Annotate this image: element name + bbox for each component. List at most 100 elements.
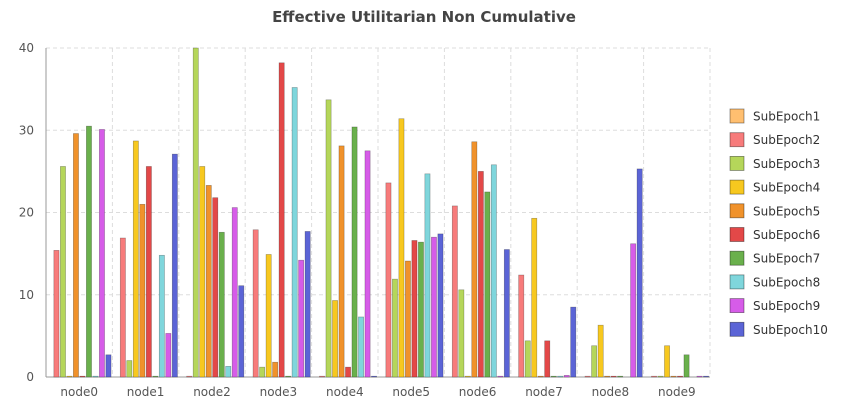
bar bbox=[464, 375, 471, 378]
bar bbox=[291, 87, 298, 378]
y-tick-label: 10 bbox=[19, 288, 34, 302]
legend: SubEpoch1 SubEpoch2 SubEpoch3 SubEpoch4 SubE… bbox=[729, 108, 828, 337]
legend-label: SubEpoch9 bbox=[753, 299, 820, 313]
bar bbox=[132, 140, 139, 378]
bar bbox=[392, 278, 398, 378]
legend-label: SubEpoch5 bbox=[753, 204, 820, 218]
bar bbox=[259, 366, 266, 378]
bar bbox=[199, 166, 206, 378]
legend-label: SubEpoch8 bbox=[753, 275, 820, 289]
y-tick-label: 20 bbox=[19, 206, 34, 220]
bar bbox=[484, 191, 491, 378]
bar bbox=[192, 47, 199, 378]
bar bbox=[524, 340, 531, 378]
bar bbox=[92, 375, 99, 378]
chart-title: Effective Utilitarian Non Cumulative bbox=[272, 8, 576, 26]
bar bbox=[630, 243, 637, 378]
legend-label: SubEpoch2 bbox=[753, 133, 820, 147]
bar bbox=[53, 250, 60, 378]
bar bbox=[604, 375, 611, 378]
bar bbox=[657, 375, 664, 378]
bar bbox=[265, 254, 272, 378]
bar bbox=[338, 145, 345, 378]
y-tick-label: 40 bbox=[19, 41, 34, 55]
bar bbox=[238, 285, 245, 378]
bar bbox=[385, 182, 392, 378]
bar bbox=[471, 141, 478, 378]
bar bbox=[458, 289, 465, 378]
bar bbox=[345, 366, 351, 378]
legend-label: SubEpoch1 bbox=[753, 110, 820, 124]
bar bbox=[405, 260, 411, 378]
bar bbox=[557, 375, 564, 378]
bar bbox=[99, 129, 105, 378]
x-tick-label: node0 bbox=[60, 385, 98, 399]
x-tick-label: node9 bbox=[658, 385, 696, 399]
bar bbox=[325, 99, 332, 378]
axes: 0 10 20 30 40 node0 node1 node2 node3 node4 node5 n… bbox=[19, 41, 710, 399]
legend-swatch bbox=[729, 179, 745, 195]
bar bbox=[591, 345, 598, 378]
x-tick-label: node6 bbox=[459, 385, 497, 399]
bar bbox=[126, 360, 133, 378]
legend-label: SubEpoch10 bbox=[753, 323, 828, 337]
bar bbox=[278, 62, 285, 378]
x-tick-label: node1 bbox=[127, 385, 165, 399]
legend-label: SubEpoch7 bbox=[753, 252, 820, 266]
x-tick-label: node2 bbox=[193, 385, 231, 399]
bar bbox=[139, 203, 146, 378]
bar bbox=[298, 259, 305, 378]
bars bbox=[53, 47, 709, 378]
legend-label: SubEpoch6 bbox=[753, 228, 820, 242]
bar bbox=[358, 316, 364, 378]
bar bbox=[670, 375, 677, 378]
bar bbox=[86, 125, 92, 378]
y-tick-label: 30 bbox=[19, 123, 34, 137]
bar bbox=[332, 300, 338, 378]
bar bbox=[570, 306, 577, 378]
bar bbox=[165, 333, 172, 378]
x-tick-label: node7 bbox=[525, 385, 563, 399]
bar bbox=[610, 375, 617, 378]
bar bbox=[119, 237, 126, 378]
bar bbox=[683, 354, 690, 378]
bar bbox=[477, 171, 484, 378]
bar bbox=[105, 354, 112, 378]
legend-swatch bbox=[729, 321, 745, 337]
bar bbox=[60, 166, 66, 378]
legend-swatch bbox=[729, 227, 745, 242]
legend-swatch bbox=[729, 108, 745, 124]
x-tick-label: node3 bbox=[260, 385, 298, 399]
bar bbox=[304, 231, 311, 378]
bar bbox=[212, 197, 219, 378]
bar bbox=[218, 231, 225, 378]
bar bbox=[424, 173, 431, 378]
x-tick-label: node8 bbox=[592, 385, 630, 399]
x-tick-label: node4 bbox=[326, 385, 364, 399]
bar bbox=[451, 205, 458, 378]
bar bbox=[252, 229, 259, 378]
bar bbox=[272, 361, 279, 378]
bar bbox=[584, 375, 591, 378]
bar bbox=[518, 274, 525, 378]
bar bbox=[703, 375, 709, 378]
bar bbox=[503, 249, 510, 378]
bar bbox=[531, 217, 538, 378]
bar bbox=[171, 153, 178, 378]
bar bbox=[73, 133, 79, 378]
bar bbox=[664, 345, 670, 378]
bar bbox=[66, 375, 73, 378]
bar bbox=[418, 241, 424, 378]
bar bbox=[617, 375, 624, 378]
bar bbox=[186, 375, 193, 378]
bar bbox=[285, 375, 292, 378]
legend-swatch bbox=[729, 132, 745, 148]
bar bbox=[544, 340, 551, 378]
legend-swatch bbox=[729, 274, 745, 290]
bar bbox=[158, 254, 165, 378]
bar bbox=[497, 375, 504, 378]
legend-swatch bbox=[729, 298, 745, 314]
bar bbox=[351, 126, 358, 378]
bar bbox=[677, 375, 683, 378]
